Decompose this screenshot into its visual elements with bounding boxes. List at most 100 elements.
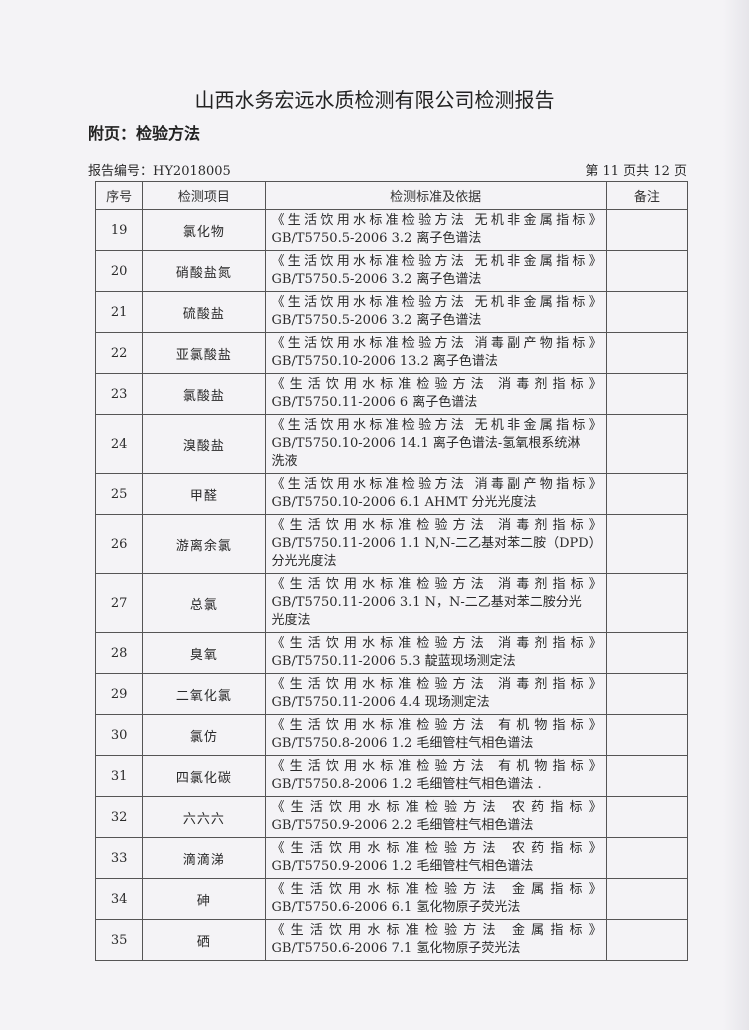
method-line: GB/T5750.9-2006 1.2 毛细管柱气相色谱法 [271, 859, 534, 874]
row-number: 21 [94, 291, 144, 333]
test-item: 氯酸盐 [142, 373, 266, 415]
method-line: 《生活饮用水标准检验方法 农药指标》 [271, 800, 602, 815]
row-number: 24 [94, 414, 144, 474]
remark [605, 919, 689, 961]
test-method: 《生活饮用水标准检验方法 消毒副产物指标》 GB/T5750.10-2006 13… [264, 332, 607, 374]
method-line: GB/T5750.11-2006 5.3 靛蓝现场测定法 [271, 654, 516, 669]
table-row: 33 滴滴涕 《生活饮用水标准检验方法 农药指标》 GB/T5750.9-2006 1… [94, 837, 689, 879]
method-line: GB/T5750.5-2006 3.2 离子色谱法 [271, 231, 482, 246]
test-method: 《生活饮用水标准检验方法 有机物指标》 GB/T5750.8-2006 1.2 毛… [264, 714, 607, 756]
remark [605, 373, 689, 415]
remark [605, 414, 689, 474]
table-row: 26 游离余氯 《生活饮用水标准检验方法 消毒剂指标》 GB/T5750.11-200… [94, 514, 689, 574]
row-number: 35 [94, 919, 144, 961]
table-row: 34 砷《生活饮用水标准检验方法 金属指标》 GB/T5750.6-2006 6.1… [94, 878, 689, 920]
table-row: 19 氯化物 《生活饮用水标准检验方法 无机非金属指标》 GB/T5750.5-200… [94, 209, 689, 251]
table-header-row: 序号 检测项目 检测标准及依据 备注 [94, 181, 689, 210]
test-item: 溴酸盐 [142, 414, 266, 474]
row-number: 30 [94, 714, 144, 756]
remark [605, 573, 689, 633]
test-method: 《生活饮用水标准检验方法 消毒剂指标》 GB/T5750.11-2006 1.1 … [264, 514, 607, 574]
report-number: 报告编号：HY2018005 [88, 164, 231, 179]
remark [605, 673, 689, 715]
table-row: 24 溴酸盐 《生活饮用水标准检验方法 无机非金属指标》 GB/T5750.10-20… [94, 414, 689, 474]
method-line: 《生活饮用水标准检验方法 消毒剂指标》 [271, 377, 602, 392]
table-row: 35 硒《生活饮用水标准检验方法 金属指标》 GB/T5750.6-2006 7.1… [94, 919, 689, 961]
remark [605, 632, 689, 674]
method-line: 《生活饮用水标准检验方法 无机非金属指标》 [271, 254, 602, 269]
method-line: 《生活饮用水标准检验方法 消毒剂指标》 [271, 636, 602, 651]
test-method: 《生活饮用水标准检验方法 有机物指标》 GB/T5750.8-2006 1.2 毛… [264, 755, 607, 797]
method-line: GB/T5750.5-2006 3.2 离子色谱法 [271, 313, 482, 328]
method-line: 《生活饮用水标准检验方法 金属指标》 [271, 882, 602, 897]
test-item: 滴滴涕 [142, 837, 266, 879]
method-line: 《生活饮用水标准检验方法 有机物指标》 [271, 718, 602, 733]
method-line: GB/T5750.8-2006 1.2 毛细管柱气相色谱法 [271, 736, 534, 751]
test-item: 亚氯酸盐 [142, 332, 266, 374]
table-row: 25 甲醛 《生活饮用水标准检验方法 消毒副产物指标》 GB/T5750.10-200… [94, 473, 689, 515]
table-row: 32 六六六 《生活饮用水标准检验方法 农药指标》 GB/T5750.9-2006 2… [94, 796, 689, 838]
row-number: 22 [94, 332, 144, 374]
table-row: 22 亚氯酸盐 《生活饮用水标准检验方法 消毒副产物指标》 GB/T5750.10-2… [94, 332, 689, 374]
row-number: 29 [94, 673, 144, 715]
test-method: 《生活饮用水标准检验方法 金属指标》 GB/T5750.6-2006 7.1 氢化… [264, 919, 607, 961]
remark [605, 250, 689, 292]
col-header-method: 检测标准及依据 [264, 181, 607, 210]
row-number: 19 [94, 209, 144, 251]
method-line: GB/T5750.10-2006 14.1 离子色谱法-氢氧根系统淋 [271, 436, 581, 451]
method-line: GB/T5750.11-2006 3.1 N，N-二乙基对苯二胺分光 [271, 595, 582, 610]
test-method: 《生活饮用水标准检验方法 无机非金属指标》 GB/T5750.10-2006 14… [264, 414, 607, 474]
row-number: 20 [94, 250, 144, 292]
method-line: 《生活饮用水标准检验方法 消毒副产物指标》 [271, 336, 602, 351]
page-edge-shadow [723, 0, 749, 1030]
test-method: 《生活饮用水标准检验方法 金属指标》 GB/T5750.6-2006 6.1 氢化… [264, 878, 607, 920]
test-method: 《生活饮用水标准检验方法 消毒剂指标》 GB/T5750.11-2006 3.1 … [264, 573, 607, 633]
method-line: GB/T5750.8-2006 1.2 毛细管柱气相色谱法 . [271, 777, 542, 792]
test-method: 《生活饮用水标准检验方法 消毒剂指标》 GB/T5750.11-2006 4.4 … [264, 673, 607, 715]
test-method: 《生活饮用水标准检验方法 消毒剂指标》 GB/T5750.11-2006 5.3 … [264, 632, 607, 674]
table-row: 21 硫酸盐 《生活饮用水标准检验方法 无机非金属指标》 GB/T5750.5-200… [94, 291, 689, 333]
method-line: 《生活饮用水标准检验方法 金属指标》 [271, 923, 602, 938]
row-number: 32 [94, 796, 144, 838]
test-method: 《生活饮用水标准检验方法 无机非金属指标》 GB/T5750.5-2006 3.2… [264, 250, 607, 292]
table-row: 30 氯仿 《生活饮用水标准检验方法 有机物指标》 GB/T5750.8-2006 1… [94, 714, 689, 756]
method-line: 《生活饮用水标准检验方法 无机非金属指标》 [271, 418, 602, 433]
method-line: GB/T5750.6-2006 7.1 氢化物原子荧光法 [271, 941, 521, 956]
test-item: 硒 [142, 919, 266, 961]
test-item: 游离余氯 [142, 514, 266, 574]
method-line: 光度法 [271, 613, 311, 628]
report-title: 山西水务宏远水质检测有限公司检测报告 [194, 88, 555, 112]
test-item: 四氯化碳 [142, 755, 266, 797]
test-item: 六六六 [142, 796, 266, 838]
method-line: GB/T5750.11-2006 6 离子色谱法 [271, 395, 478, 410]
remark [605, 796, 689, 838]
test-item: 甲醛 [142, 473, 266, 515]
page-number: 第 11 页共 12 页 [585, 164, 687, 179]
method-line: 洗液 [271, 454, 298, 469]
remark [605, 755, 689, 797]
appendix-subtitle: 附页：检验方法 [88, 124, 201, 143]
method-line: GB/T5750.10-2006 6.1 AHMT 分光光度法 [271, 495, 537, 510]
test-method: 《生活饮用水标准检验方法 农药指标》 GB/T5750.9-2006 2.2 毛细… [264, 796, 607, 838]
method-line: GB/T5750.5-2006 3.2 离子色谱法 [271, 272, 482, 287]
test-method: 《生活饮用水标准检验方法 消毒副产物指标》 GB/T5750.10-2006 6.… [264, 473, 607, 515]
method-line: 《生活饮用水标准检验方法 无机非金属指标》 [271, 213, 602, 228]
row-number: 28 [94, 632, 144, 674]
test-method: 《生活饮用水标准检验方法 无机非金属指标》 GB/T5750.5-2006 3.2… [264, 209, 607, 251]
row-number: 31 [94, 755, 144, 797]
test-method: 《生活饮用水标准检验方法 无机非金属指标》 GB/T5750.5-2006 3.2… [264, 291, 607, 333]
method-line: 分光光度法 [271, 554, 337, 569]
table-row: 27 总氯 《生活饮用水标准检验方法 消毒剂指标》 GB/T5750.11-2006 … [94, 573, 689, 633]
method-line: GB/T5750.10-2006 13.2 离子色谱法 [271, 354, 498, 369]
method-line: 《生活饮用水标准检验方法 消毒副产物指标》 [271, 477, 602, 492]
row-number: 34 [94, 878, 144, 920]
col-header-note: 备注 [605, 181, 689, 210]
method-line: 《生活饮用水标准检验方法 有机物指标》 [271, 759, 602, 774]
table-row: 20 硝酸盐氮 《生活饮用水标准检验方法 无机非金属指标》 GB/T5750.5-20… [94, 250, 689, 292]
table-row: 23 氯酸盐 《生活饮用水标准检验方法 消毒剂指标》 GB/T5750.11-2006… [94, 373, 689, 415]
remark [605, 332, 689, 374]
test-item: 臭氧 [142, 632, 266, 674]
test-item: 砷 [142, 878, 266, 920]
test-method: 《生活饮用水标准检验方法 农药指标》 GB/T5750.9-2006 1.2 毛细… [264, 837, 607, 879]
test-item: 硫酸盐 [142, 291, 266, 333]
